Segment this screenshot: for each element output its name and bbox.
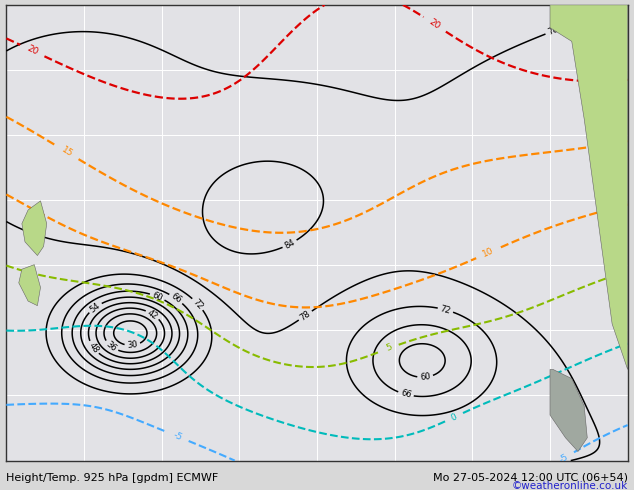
Polygon shape: [22, 201, 47, 255]
Text: 72: 72: [191, 297, 205, 311]
Text: 36: 36: [105, 340, 119, 353]
Text: 78: 78: [547, 25, 560, 37]
Polygon shape: [550, 5, 628, 369]
Text: 15: 15: [60, 146, 74, 159]
Polygon shape: [19, 265, 41, 306]
Text: -5: -5: [172, 431, 184, 442]
Text: 54: 54: [88, 301, 102, 314]
Text: 72: 72: [439, 304, 452, 316]
Text: ©weatheronline.co.uk: ©weatheronline.co.uk: [512, 481, 628, 490]
Text: 20: 20: [25, 44, 39, 57]
Text: 84: 84: [283, 238, 297, 250]
Text: 42: 42: [146, 308, 160, 321]
Text: Mo 27-05-2024 12:00 UTC (06+54): Mo 27-05-2024 12:00 UTC (06+54): [432, 473, 628, 483]
Text: 78: 78: [299, 309, 313, 322]
Text: -5: -5: [557, 452, 570, 465]
Text: 60: 60: [151, 291, 164, 303]
Polygon shape: [550, 369, 587, 451]
Text: 5: 5: [385, 343, 394, 353]
Text: 48: 48: [87, 341, 100, 355]
Text: 30: 30: [127, 340, 138, 350]
Text: 20: 20: [427, 17, 442, 31]
Text: 10: 10: [481, 246, 496, 259]
Text: 0: 0: [450, 412, 458, 422]
Text: 66: 66: [169, 292, 183, 305]
Text: Height/Temp. 925 hPa [gpdm] ECMWF: Height/Temp. 925 hPa [gpdm] ECMWF: [6, 473, 219, 483]
Text: 60: 60: [420, 372, 431, 382]
Text: 66: 66: [399, 389, 412, 400]
